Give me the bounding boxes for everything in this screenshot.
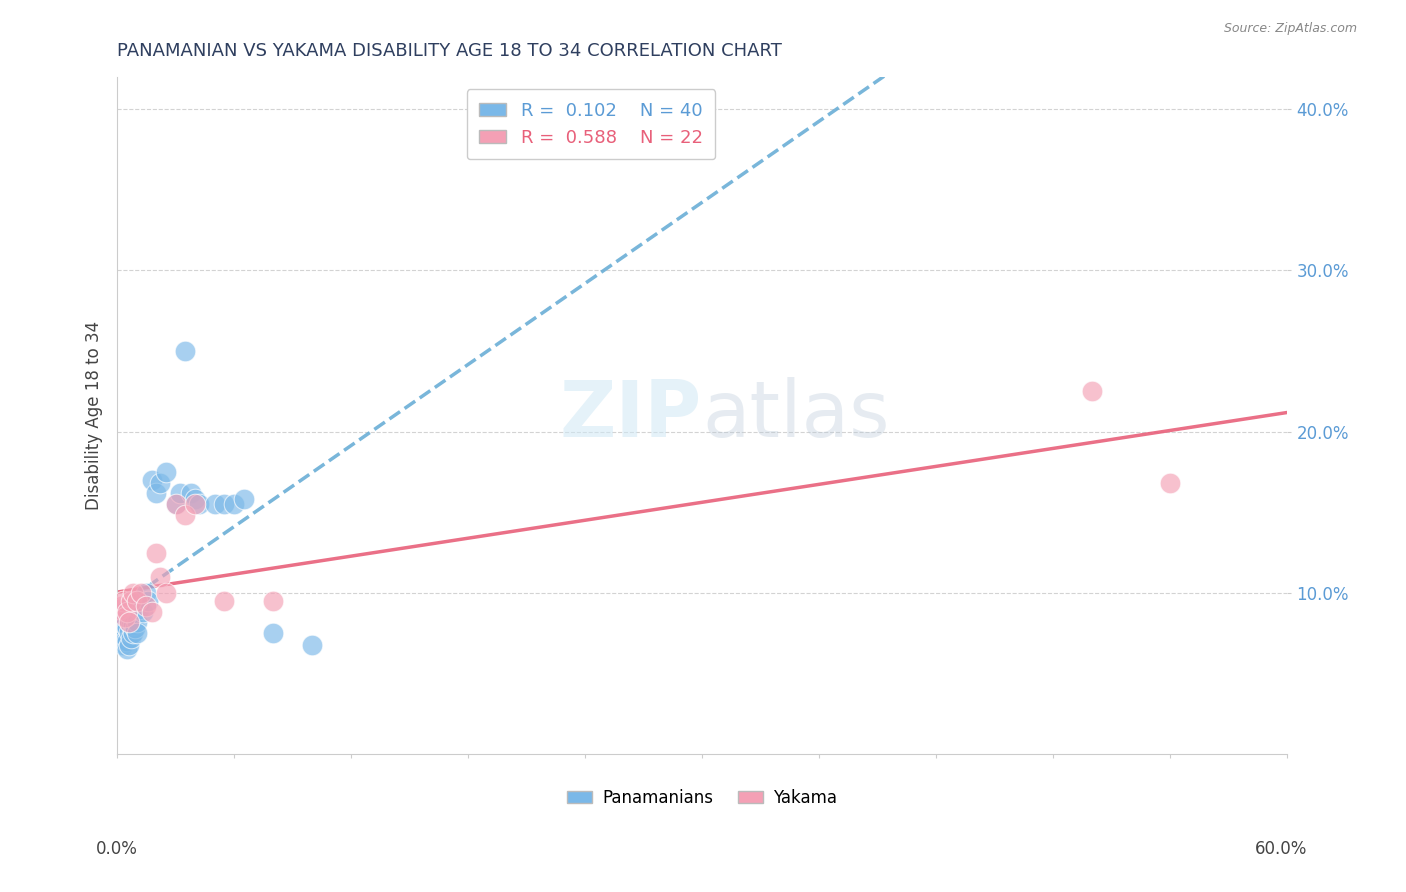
Point: [121, 586, 143, 600]
Legend: Panamanians, Yakama: Panamanians, Yakama: [561, 782, 844, 814]
Point: [108, 626, 131, 640]
Text: PANAMANIAN VS YAKAMA DISABILITY AGE 18 TO 34 CORRELATION CHART: PANAMANIAN VS YAKAMA DISABILITY AGE 18 T…: [117, 42, 782, 60]
Point: [110, 615, 132, 629]
Point: [184, 497, 207, 511]
Point: [204, 497, 226, 511]
Text: Source: ZipAtlas.com: Source: ZipAtlas.com: [1223, 22, 1357, 36]
Point: [110, 599, 132, 613]
Point: [128, 602, 150, 616]
Point: [135, 586, 157, 600]
Point: [125, 615, 148, 629]
Point: [129, 586, 152, 600]
Point: [112, 594, 135, 608]
Point: [120, 594, 142, 608]
Point: [155, 586, 177, 600]
Point: [115, 642, 138, 657]
Point: [108, 602, 131, 616]
Point: [112, 638, 135, 652]
Point: [121, 626, 143, 640]
Text: atlas: atlas: [702, 377, 890, 453]
Point: [114, 618, 136, 632]
Point: [301, 638, 323, 652]
Point: [1159, 476, 1181, 491]
Point: [188, 497, 211, 511]
Point: [110, 631, 132, 645]
Point: [118, 638, 141, 652]
Point: [114, 634, 136, 648]
Point: [155, 465, 177, 479]
Point: [165, 497, 187, 511]
Point: [149, 570, 172, 584]
Point: [118, 624, 141, 639]
Point: [1081, 384, 1104, 399]
Point: [141, 473, 163, 487]
Point: [120, 618, 142, 632]
Text: ZIP: ZIP: [560, 377, 702, 453]
Point: [129, 594, 152, 608]
Point: [165, 497, 187, 511]
Point: [138, 594, 160, 608]
Text: 60.0%: 60.0%: [1256, 840, 1308, 858]
Point: [180, 486, 202, 500]
Y-axis label: Disability Age 18 to 34: Disability Age 18 to 34: [86, 321, 103, 510]
Text: 0.0%: 0.0%: [96, 840, 138, 858]
Point: [118, 615, 141, 629]
Point: [115, 605, 138, 619]
Point: [115, 621, 138, 635]
Point: [184, 492, 207, 507]
Point: [224, 497, 246, 511]
Point: [115, 634, 138, 648]
Point: [149, 476, 172, 491]
Point: [112, 621, 135, 635]
Point: [214, 497, 236, 511]
Point: [174, 343, 197, 358]
Point: [233, 492, 256, 507]
Point: [141, 605, 163, 619]
Point: [262, 626, 284, 640]
Point: [135, 599, 157, 613]
Point: [125, 626, 148, 640]
Point: [214, 594, 236, 608]
Point: [262, 594, 284, 608]
Point: [131, 605, 153, 619]
Point: [145, 486, 167, 500]
Point: [124, 621, 146, 635]
Point: [114, 610, 136, 624]
Point: [120, 631, 142, 645]
Point: [145, 545, 167, 559]
Point: [125, 594, 148, 608]
Point: [169, 486, 191, 500]
Point: [121, 618, 143, 632]
Point: [174, 508, 197, 523]
